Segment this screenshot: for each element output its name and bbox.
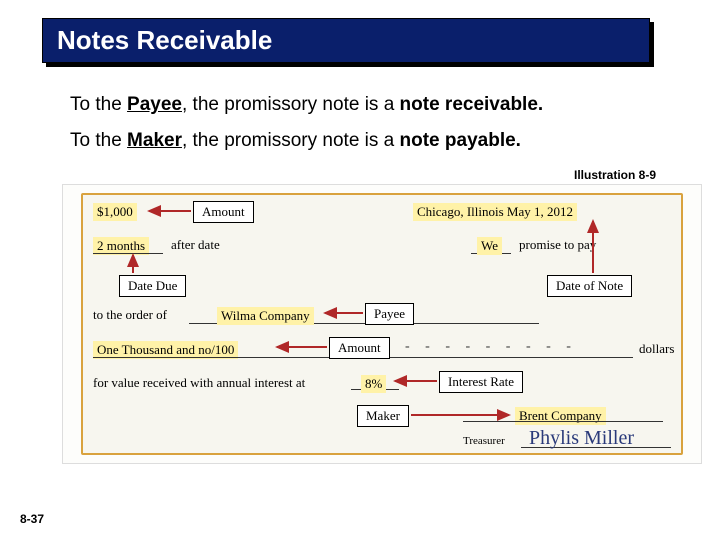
amount-dashes: - - - - - - - - -	[405, 339, 577, 355]
payee-role: Payee	[127, 94, 182, 115]
line-payee: To the Payee, the promissory note is a n…	[70, 89, 662, 121]
location-date: Chicago, Illinois May 1, 2012	[413, 203, 577, 221]
face-value: $1,000	[93, 203, 137, 221]
interest-rate-tag: Interest Rate	[439, 371, 523, 393]
maker-underline	[463, 421, 663, 422]
line-maker: To the Maker, the promissory note is a n…	[70, 125, 662, 157]
we-text: We	[477, 237, 502, 255]
line2-prefix: To the	[70, 130, 127, 151]
amount-tag-top: Amount	[193, 201, 254, 223]
term-underline	[93, 253, 163, 254]
maker-tag: Maker	[357, 405, 409, 427]
rate-value: 8%	[361, 375, 386, 393]
date-of-note-tag: Date of Note	[547, 275, 632, 297]
promissory-note-figure: $1,000 Amount Chicago, Illinois May 1, 2…	[62, 184, 702, 464]
payee-tag: Payee	[365, 303, 414, 325]
illustration-label: Illustration 8-9	[30, 168, 656, 182]
line1-prefix: To the	[70, 94, 127, 115]
title-bar: Notes Receivable	[42, 18, 650, 63]
line1-mid: , the promissory note is a	[182, 94, 400, 115]
line2-mid: , the promissory note is a	[182, 130, 400, 151]
promise-text: promise to pay	[519, 237, 596, 253]
amount-tag-bottom: Amount	[329, 337, 390, 359]
page-title: Notes Receivable	[57, 25, 635, 56]
date-due-tag: Date Due	[119, 275, 186, 297]
maker-name: Brent Company	[515, 407, 606, 425]
payee-name: Wilma Company	[217, 307, 314, 325]
note-payable-term: note payable.	[400, 130, 521, 151]
for-value-text: for value received with annual interest …	[93, 375, 305, 391]
to-order-of: to the order of	[93, 307, 167, 323]
signature: Phylis Miller	[529, 427, 634, 450]
dollars-text: dollars	[639, 341, 674, 357]
page-number: 8-37	[20, 512, 44, 526]
note-receivable-term: note receivable.	[400, 94, 544, 115]
after-date-text: after date	[171, 237, 220, 253]
maker-role: Maker	[127, 130, 182, 151]
treasurer-label: Treasurer	[463, 435, 505, 447]
body-text: To the Payee, the promissory note is a n…	[70, 89, 662, 158]
